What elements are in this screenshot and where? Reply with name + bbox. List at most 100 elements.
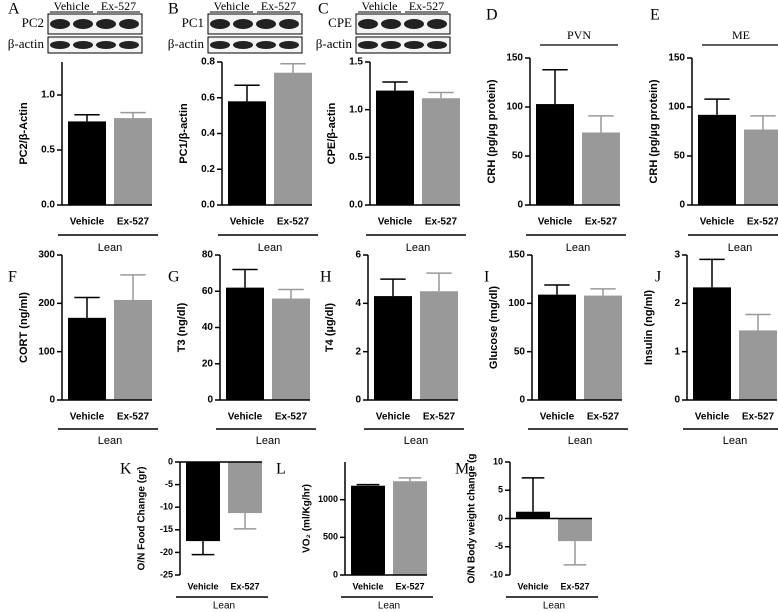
bar <box>226 287 264 400</box>
error-bar <box>699 258 725 288</box>
y-tick-label: 0.6 <box>201 92 215 103</box>
y-tick-label: 0 <box>498 513 503 523</box>
region-label: PVN <box>567 28 591 42</box>
y-tick-label: 10 <box>493 456 503 466</box>
bar <box>536 104 574 205</box>
y-tick-label: 6 <box>355 250 361 261</box>
y-tick-label: -20 <box>160 547 173 557</box>
blot-band <box>358 19 378 29</box>
error-bar <box>398 477 422 482</box>
panel-letter: M <box>455 461 469 478</box>
panel-letter: F <box>8 269 17 286</box>
panel-letter: J <box>655 269 661 286</box>
x-tick-label: Ex-527 <box>275 412 308 423</box>
y-axis-label: Insulin (ng/ml) <box>643 290 655 365</box>
y-tick-label: -15 <box>160 524 173 534</box>
blot-band <box>358 41 378 49</box>
y-tick-label: 20 <box>202 358 214 369</box>
y-tick-label: 2 <box>355 346 361 357</box>
y-axis-label: VO₂ (ml/Kg/hr) <box>302 484 313 553</box>
bar <box>558 518 592 542</box>
blot-band <box>381 41 401 49</box>
blot-band <box>256 41 276 49</box>
y-tick-label: 0 <box>679 200 685 211</box>
bar <box>376 90 414 205</box>
x-tick-label: Ex-527 <box>117 217 150 228</box>
x-tick-label: Vehicle <box>700 217 735 228</box>
panel-letter: L <box>276 461 286 478</box>
y-tick-label: 1.5 <box>349 57 363 68</box>
panel-letter: E <box>650 7 660 24</box>
bar <box>68 121 106 205</box>
y-tick-label: 4 <box>355 298 361 309</box>
bar <box>228 101 266 205</box>
panel-letter: G <box>168 269 180 286</box>
y-tick-label: 3 <box>674 250 680 261</box>
y-axis-label: CRH (pg/µg protein) <box>648 79 660 183</box>
y-tick-label: 150 <box>508 250 525 261</box>
group-label: Lean <box>723 435 747 447</box>
y-axis-label: CPE/β-actin <box>326 102 338 164</box>
y-tick-label: 60 <box>202 286 214 297</box>
blot-band <box>119 41 139 49</box>
y-tick-label: 0 <box>517 200 523 211</box>
x-tick-label: Vehicle <box>517 581 548 591</box>
x-tick-label: Vehicle <box>70 217 105 228</box>
bar <box>228 462 262 514</box>
blot-band <box>50 19 70 29</box>
bar <box>351 485 385 575</box>
bar <box>420 291 458 400</box>
panel-letter: B <box>168 1 179 18</box>
error-bar <box>428 91 454 99</box>
y-tick-label: 0.4 <box>201 128 215 139</box>
x-tick-label: Ex-527 <box>560 581 589 591</box>
error-bar <box>280 63 306 73</box>
blot-band <box>73 41 93 49</box>
blot-band <box>404 19 424 29</box>
y-tick-label: 50 <box>674 151 686 162</box>
y-tick-label: -10 <box>490 569 503 579</box>
bar <box>739 330 777 400</box>
y-tick-label: 2 <box>674 298 680 309</box>
group-label: Lean <box>98 242 122 254</box>
blot-protein: PC2 <box>22 15 44 30</box>
blot-protein: CPE <box>328 15 352 30</box>
blot-control: β-actin <box>8 36 45 51</box>
group-label: Lean <box>566 242 590 254</box>
blot-band <box>210 19 230 29</box>
y-tick-label: 1.0 <box>349 104 363 115</box>
panel-letter: K <box>120 461 132 478</box>
x-tick-label: Ex-527 <box>230 581 259 591</box>
y-tick-label: 0.0 <box>201 200 215 211</box>
group-label: Lean <box>406 242 430 254</box>
blot-protein: PC1 <box>182 15 204 30</box>
blot-band <box>233 19 253 29</box>
y-tick-label: -5 <box>495 541 503 551</box>
y-tick-label: 0.5 <box>41 145 55 156</box>
group-label: Lean <box>404 435 428 447</box>
group-label: Lean <box>543 601 565 612</box>
error-bar <box>588 115 614 133</box>
panel: I 0 50 100 150 Glucose (mg/dl) Vehicle Ex-527 Le… <box>484 250 628 447</box>
y-tick-label: 100 <box>668 102 685 113</box>
y-axis-label: PC1/β-actin <box>178 103 190 164</box>
error-bar <box>74 114 100 122</box>
panel: G 0 20 40 60 80 T3 (ng/dl) Vehicle Ex-527 Lean <box>168 250 316 447</box>
blot-band <box>73 19 93 29</box>
error-bar <box>382 81 408 91</box>
error-bar <box>234 84 260 102</box>
x-tick-label: Vehicle <box>538 217 573 228</box>
blot-band <box>210 41 230 49</box>
blot-frame <box>207 36 303 54</box>
y-tick-label: 100 <box>506 102 523 113</box>
x-tick-label: Ex-527 <box>277 217 310 228</box>
blot-control: β-actin <box>168 36 205 51</box>
bar <box>744 129 778 205</box>
y-axis-label: O/N Food Change (gr) <box>137 467 148 571</box>
y-tick-label: 80 <box>202 250 214 261</box>
y-tick-label: 0 <box>674 395 680 406</box>
y-tick-label: 0 <box>333 569 338 579</box>
blot-band <box>50 41 70 49</box>
bar <box>516 511 550 519</box>
